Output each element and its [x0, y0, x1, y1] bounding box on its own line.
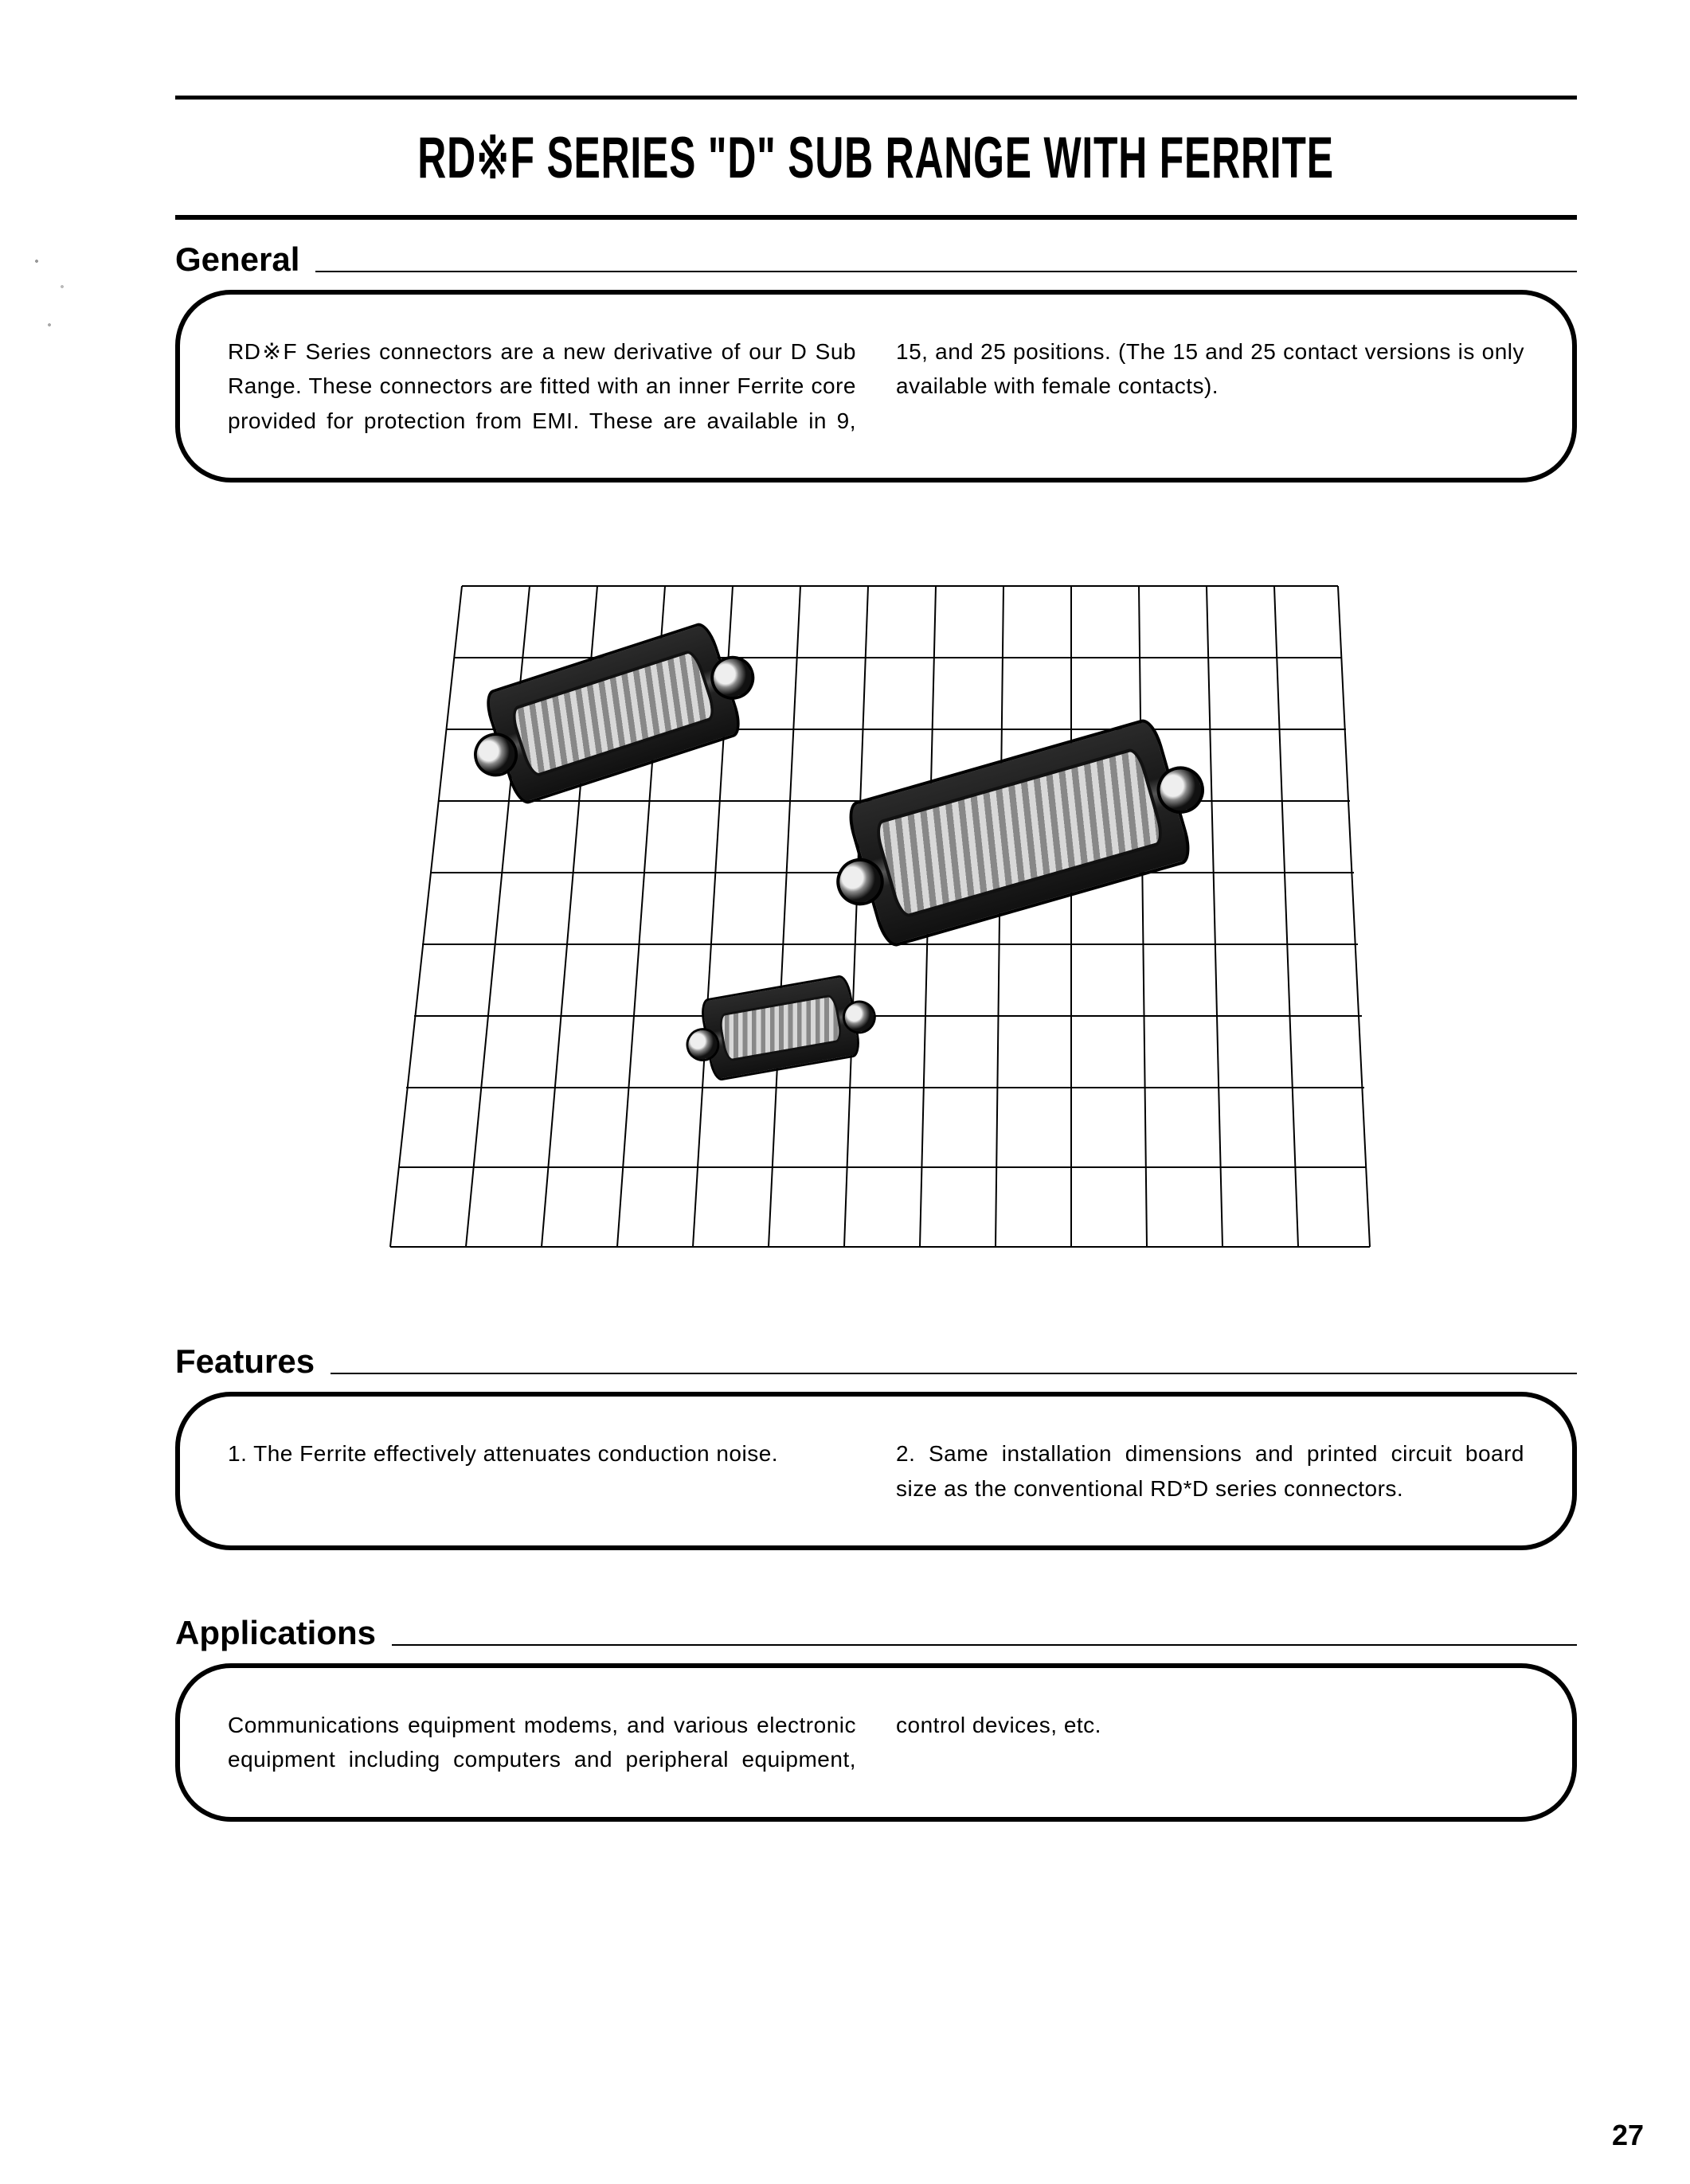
section-rule-general [315, 271, 1577, 272]
page-title: RD※F SERIES "D" SUB RANGE WITH FERRITE [418, 123, 1335, 192]
title-block: RD※F SERIES "D" SUB RANGE WITH FERRITE [175, 128, 1577, 188]
scan-noise [24, 223, 88, 350]
applications-bubble: Communications equipment modems, and var… [175, 1663, 1577, 1822]
section-label-features: Features [175, 1342, 331, 1381]
section-features: Features 1. The Ferrite effectively atte… [175, 1342, 1577, 1550]
section-label-general: General [175, 240, 315, 279]
section-header-applications: Applications [175, 1614, 1577, 1652]
connector-illustration [358, 554, 1394, 1271]
section-header-general: General [175, 240, 1577, 279]
general-bubble: RD※F Series connectors are a new derivat… [175, 290, 1577, 483]
feature-item-1: 1. The Ferrite effectively attenuates co… [228, 1436, 856, 1506]
section-applications: Applications Communications equipment mo… [175, 1614, 1577, 1822]
top-horizontal-rule [175, 96, 1577, 100]
general-text: RD※F Series connectors are a new derivat… [228, 334, 1524, 438]
section-rule-features [331, 1373, 1577, 1374]
applications-text: Communications equipment modems, and var… [228, 1708, 1524, 1777]
page-number: 27 [1612, 2119, 1644, 2152]
features-columns: 1. The Ferrite effectively attenuates co… [228, 1436, 1524, 1506]
section-general: General RD※F Series connectors are a new… [175, 240, 1577, 483]
connector-face [718, 994, 843, 1062]
page-content: RD※F SERIES "D" SUB RANGE WITH FERRITE G… [175, 96, 1577, 1828]
section-rule-applications [392, 1644, 1577, 1646]
feature-item-2: 2. Same installation dimensions and prin… [896, 1436, 1524, 1506]
title-underline-rule [175, 215, 1577, 220]
section-header-features: Features [175, 1342, 1577, 1381]
features-bubble: 1. The Ferrite effectively attenuates co… [175, 1392, 1577, 1550]
section-label-applications: Applications [175, 1614, 392, 1652]
